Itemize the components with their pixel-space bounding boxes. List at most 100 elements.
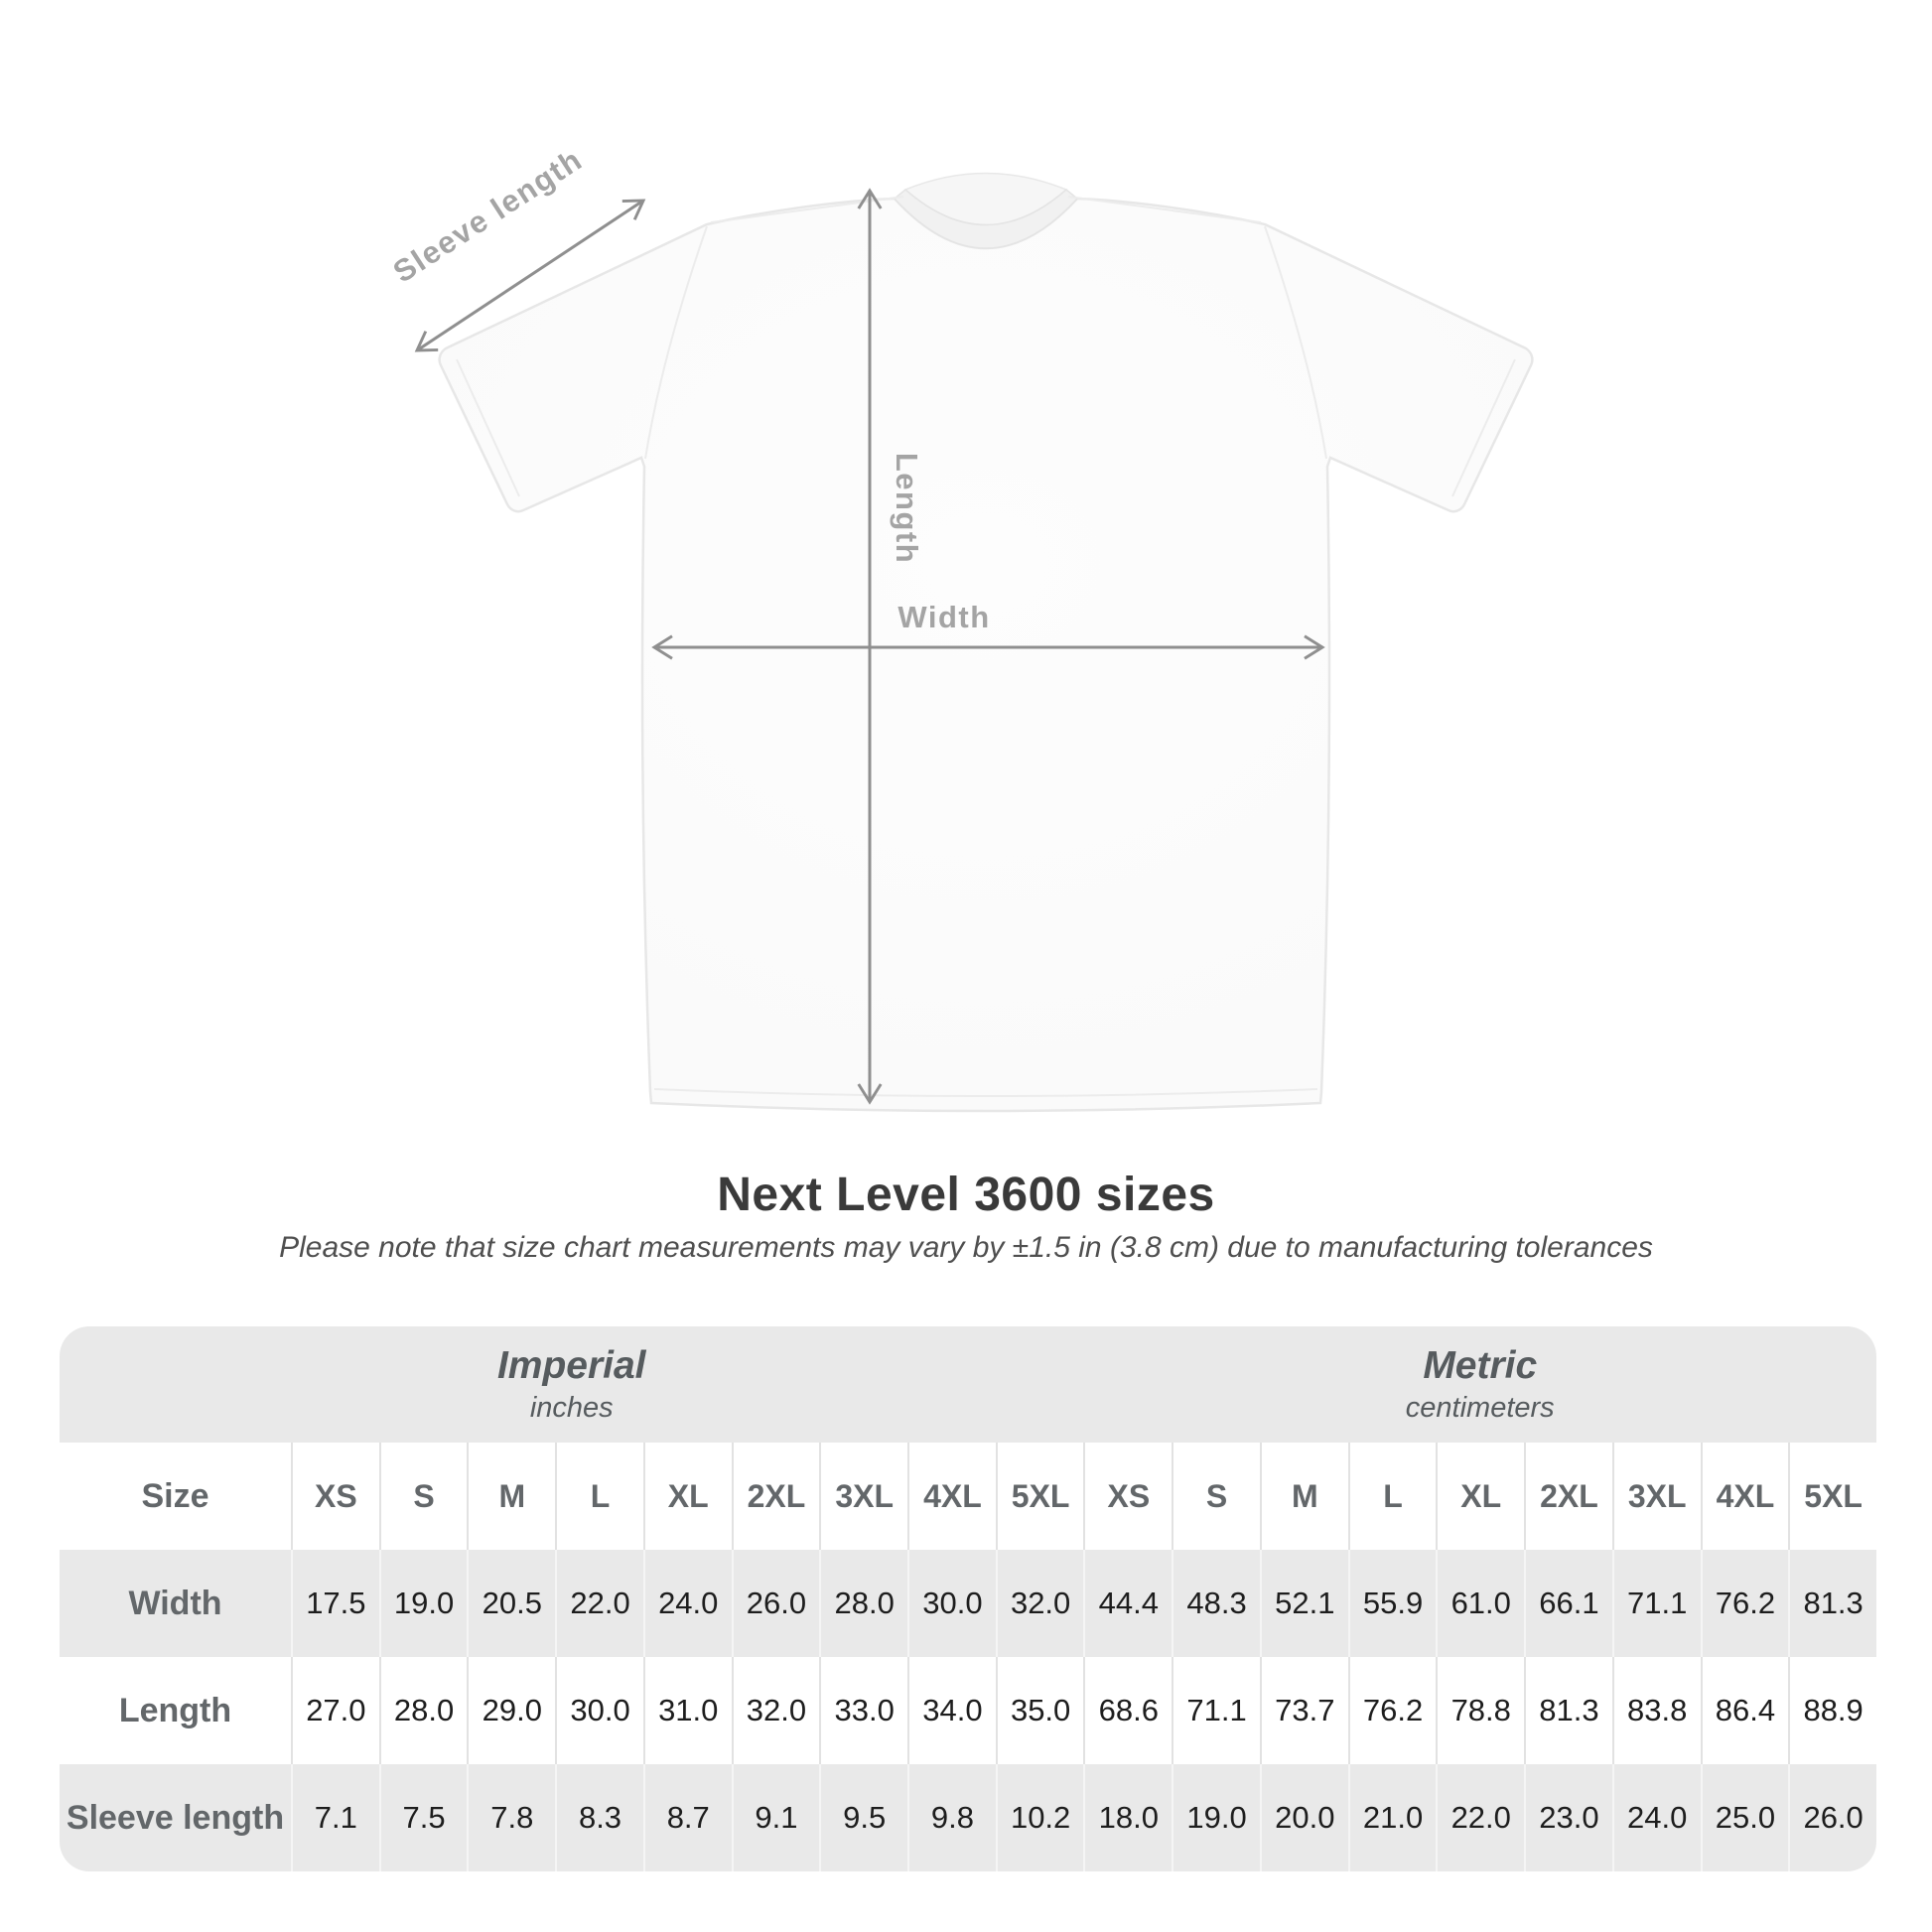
bottom-hem-stitch	[653, 1088, 1318, 1097]
measurement-value: 10.2	[995, 1764, 1084, 1871]
size-column-header: 2XL	[1524, 1443, 1612, 1550]
measurement-value: 44.4	[1083, 1550, 1172, 1657]
measurement-value: 7.5	[378, 1764, 468, 1871]
metric-sublabel: centimeters	[1405, 1392, 1555, 1424]
size-table: Imperial inches Metric centimeters Size X…	[60, 1326, 1876, 1871]
table-row: Sleeve length 7.1 7.5 7.8 8.3 8.7 9.1 9.5 9.8 10.…	[60, 1764, 1876, 1871]
table-row: Length 27.0 28.0 29.0 30.0 31.0 32.0 33.0 34.0 35…	[60, 1657, 1876, 1764]
measurement-value: 31.0	[642, 1657, 732, 1764]
measurement-value: 24.0	[1611, 1764, 1701, 1871]
measurement-value: 18.0	[1083, 1764, 1172, 1871]
right-sleeve-hem	[1451, 358, 1516, 497]
measurement-value: 52.1	[1259, 1550, 1348, 1657]
table-row: Width 17.5 19.0 20.5 22.0 24.0 26.0 28.0 30.0 32.…	[60, 1550, 1876, 1657]
left-armhole-seam	[644, 225, 708, 460]
tshirt-body	[438, 197, 1534, 1113]
measurement-value: 33.0	[819, 1657, 907, 1764]
measurement-value: 71.1	[1611, 1550, 1701, 1657]
measurement-value: 30.0	[555, 1657, 643, 1764]
measurement-value: 71.1	[1172, 1657, 1260, 1764]
measurement-value: 61.0	[1436, 1550, 1524, 1657]
row-label: Width	[128, 1584, 222, 1622]
size-column-header: M	[467, 1443, 555, 1550]
measurement-value: 68.6	[1083, 1657, 1172, 1764]
measurement-value: 55.9	[1347, 1550, 1437, 1657]
sleeve-length-label: Sleeve length	[387, 142, 589, 290]
size-column-header: 5XL	[1788, 1443, 1876, 1550]
size-column-header: M	[1259, 1443, 1348, 1550]
measurement-value: 86.4	[1700, 1657, 1789, 1764]
measurement-value: 20.5	[467, 1550, 555, 1657]
measurement-value: 7.1	[291, 1764, 379, 1871]
size-column-header: 4XL	[1700, 1443, 1789, 1550]
measurement-value: 23.0	[1524, 1764, 1612, 1871]
size-column-header: XL	[1436, 1443, 1524, 1550]
measurement-value: 20.0	[1259, 1764, 1348, 1871]
measurement-value: 30.0	[907, 1550, 996, 1657]
measurement-value: 26.0	[1788, 1764, 1876, 1871]
unit-header-row: Imperial inches Metric centimeters	[60, 1326, 1876, 1443]
measurement-value: 66.1	[1524, 1550, 1612, 1657]
size-column-header: L	[555, 1443, 643, 1550]
measurement-value: 32.0	[731, 1657, 820, 1764]
size-column-header: 4XL	[907, 1443, 996, 1550]
size-column-header: S	[1172, 1443, 1260, 1550]
measurement-value: 22.0	[1436, 1764, 1524, 1871]
measurement-value: 24.0	[642, 1550, 732, 1657]
imperial-label: Imperial	[496, 1344, 646, 1387]
measurement-value: 81.3	[1524, 1657, 1612, 1764]
metric-label: Metric	[1423, 1344, 1538, 1387]
size-column-header: 3XL	[819, 1443, 907, 1550]
measurement-value: 19.0	[378, 1550, 468, 1657]
tshirt-measurement-diagram: Sleeve length Length Width	[387, 142, 1534, 1113]
size-column-header: 5XL	[995, 1443, 1084, 1550]
measurement-value: 35.0	[995, 1657, 1084, 1764]
page-subtitle: Please note that size chart measurements…	[279, 1231, 1653, 1264]
unit-group-imperial: Imperial inches	[60, 1326, 1084, 1443]
measurement-value: 32.0	[995, 1550, 1084, 1657]
measurement-value: 76.2	[1700, 1550, 1789, 1657]
length-label: Length	[890, 453, 924, 564]
right-armhole-seam	[1264, 225, 1327, 460]
measurement-value: 7.8	[467, 1764, 555, 1871]
measurement-value: 9.1	[731, 1764, 820, 1871]
measurement-value: 28.0	[819, 1550, 907, 1657]
size-column-header: XS	[1083, 1443, 1172, 1550]
measurement-value: 29.0	[467, 1657, 555, 1764]
measurement-value: 21.0	[1347, 1764, 1437, 1871]
left-sleeve-hem	[456, 358, 520, 497]
size-column-header: XL	[642, 1443, 732, 1550]
measurement-value: 8.7	[642, 1764, 732, 1871]
measurement-value: 25.0	[1700, 1764, 1789, 1871]
sleeve-length-arrow	[414, 199, 646, 352]
size-column-header: 2XL	[731, 1443, 820, 1550]
measurement-value: 9.5	[819, 1764, 907, 1871]
size-column-header: 3XL	[1611, 1443, 1701, 1550]
measurement-value: 28.0	[378, 1657, 468, 1764]
table-corner-header: Size	[141, 1476, 209, 1515]
measurement-value: 81.3	[1788, 1550, 1876, 1657]
unit-group-metric: Metric centimeters	[1084, 1326, 1877, 1443]
measurement-value: 88.9	[1788, 1657, 1876, 1764]
measurement-value: 27.0	[291, 1657, 379, 1764]
measurement-value: 9.8	[907, 1764, 996, 1871]
size-column-header: L	[1347, 1443, 1437, 1550]
measurement-value: 19.0	[1172, 1764, 1260, 1871]
right-shoulder-seam	[1067, 196, 1262, 223]
measurement-value: 34.0	[907, 1657, 996, 1764]
tshirt-graphic	[438, 172, 1534, 1113]
size-table-rows: Size XS S M L XL 2XL 3XL 4XL 5XL XS S M L XL 2XL 3XL 4XL 5…	[60, 1443, 1876, 1871]
measurement-arrows	[414, 188, 1325, 1105]
page-title: Next Level 3600 sizes	[717, 1169, 1215, 1221]
tshirt-collar	[893, 189, 1079, 249]
row-label: Length	[118, 1691, 232, 1729]
measurement-value: 22.0	[555, 1550, 643, 1657]
size-column-header: S	[378, 1443, 468, 1550]
measurement-value: 26.0	[731, 1550, 820, 1657]
table-row: Size XS S M L XL 2XL 3XL 4XL 5XL XS S M L XL 2XL 3XL 4XL 5…	[60, 1443, 1876, 1550]
measurement-value: 78.8	[1436, 1657, 1524, 1764]
measurement-value: 83.8	[1611, 1657, 1701, 1764]
measurement-value: 48.3	[1172, 1550, 1260, 1657]
row-label: Sleeve length	[66, 1798, 285, 1837]
